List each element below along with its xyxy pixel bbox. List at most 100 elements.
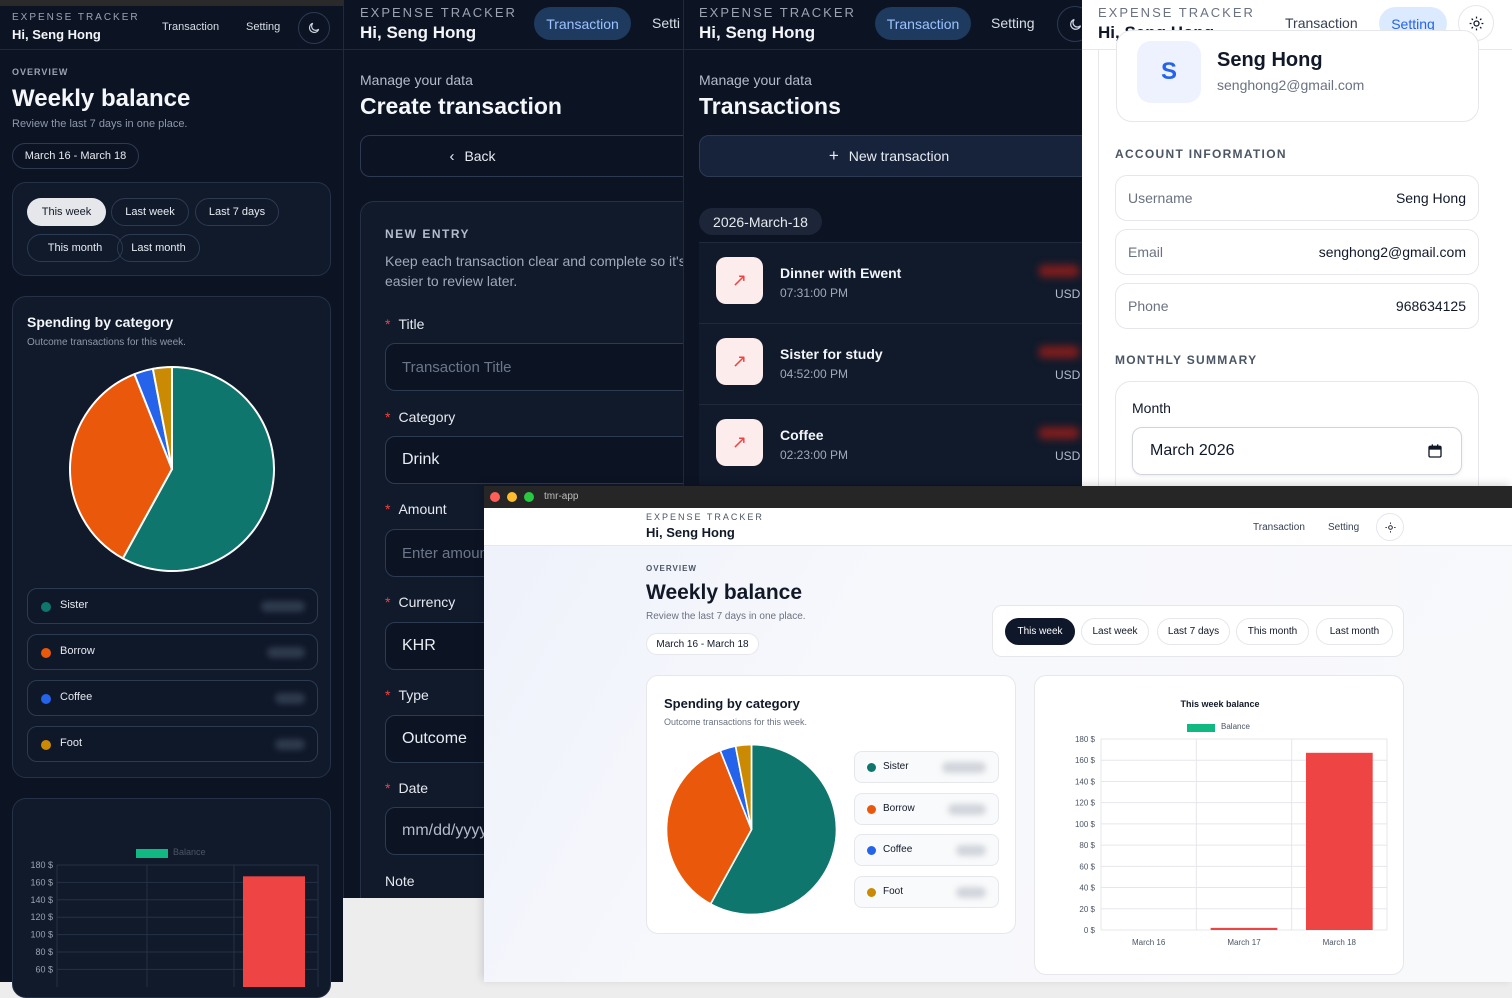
balance-card-dark: Balance 180 $ 160 $ 140 $ 120 $ 100 $ 80 $ 60 …	[12, 798, 331, 998]
outcome-arrow-icon: ↗	[716, 419, 763, 466]
spending-title: Spending by category	[664, 696, 800, 711]
date-range-badge: March 16 - March 18	[646, 633, 759, 655]
transaction-row[interactable]: ↗ Coffee 02:23:00 PM USD	[699, 404, 1082, 485]
nav-transaction[interactable]: Transaction	[162, 21, 220, 33]
theme-toggle[interactable]	[1057, 6, 1082, 42]
note-label: Note	[385, 873, 415, 889]
y-tick-label: 140 $	[1075, 777, 1096, 786]
title-input[interactable]: Transaction Title	[385, 343, 683, 391]
filter-last-7-days[interactable]: Last 7 days	[195, 198, 279, 226]
nav-setting-cut[interactable]: Setti	[652, 15, 681, 31]
balance-card: This week balance Balance 0 $ 20 $ 40 $ 60 …	[1034, 675, 1404, 975]
transaction-time: 07:31:00 PM	[780, 286, 849, 300]
legend-label: Sister	[883, 761, 909, 772]
bar-chart: 0 $ 20 $ 40 $ 60 $ 80 $ 100 $ 120 $ 140 $ 160 $ 1…	[1075, 735, 1388, 947]
nav-transaction-active[interactable]: Transaction	[875, 7, 971, 40]
transaction-row[interactable]: ↗ Dinner with Ewent 07:31:00 PM USD	[699, 242, 1082, 323]
bar-march-17	[1210, 927, 1278, 930]
pie-chart-light	[665, 743, 838, 916]
filter-last-month[interactable]: Last month	[1316, 618, 1393, 645]
amount-label: * Amount	[385, 501, 447, 517]
profile-email: senghong2@gmail.com	[1217, 77, 1365, 93]
y-tick-label: 180 $	[30, 860, 53, 870]
y-tick-label: 180 $	[1075, 735, 1096, 744]
nav-transaction[interactable]: Transaction	[1285, 15, 1358, 31]
filter-this-week[interactable]: This week	[27, 198, 106, 226]
date-range-badge: March 16 - March 18	[12, 143, 139, 169]
filter-card: This week Last week Last 7 days This mon…	[12, 182, 331, 276]
nav-transaction[interactable]: Transaction	[1253, 522, 1305, 533]
y-tick-label: 0 $	[1084, 926, 1096, 935]
y-tick-label: 80 $	[35, 947, 53, 957]
balance-chart-title: This week balance	[1180, 699, 1260, 709]
category-label: * Category	[385, 409, 456, 425]
x-tick-label: March 17	[1227, 938, 1261, 947]
page-subtitle: Review the last 7 days in one place.	[12, 118, 188, 130]
chevron-left-icon: ‹	[449, 147, 455, 165]
y-tick-label: 160 $	[1075, 756, 1096, 765]
y-tick-label: 100 $	[30, 930, 53, 940]
calendar-icon	[1428, 444, 1442, 458]
x-tick-label: March 18	[1323, 938, 1357, 947]
outcome-arrow-icon: ↗	[716, 338, 763, 385]
minimize-window-icon[interactable]	[507, 492, 517, 502]
legend-label: Coffee	[883, 844, 913, 855]
filter-this-week[interactable]: This week	[1005, 618, 1075, 645]
account-field-email: Email senghong2@gmail.com	[1115, 229, 1479, 275]
legend-item-borrow[interactable]: Borrow	[854, 792, 999, 825]
section-description: Keep each transaction clear and complete…	[385, 253, 683, 289]
y-tick-label: 140 $	[30, 895, 53, 905]
overview-eyebrow: OVERVIEW	[646, 564, 697, 573]
legend-amount-hidden	[948, 803, 986, 815]
filter-last-week[interactable]: Last week	[111, 198, 189, 226]
nav-setting[interactable]: Setting	[1328, 522, 1360, 533]
category-select[interactable]: Drink	[385, 436, 683, 484]
y-tick-label: 120 $	[30, 912, 53, 922]
back-button[interactable]: ‹ Back	[360, 135, 683, 177]
new-transaction-button[interactable]: + New transaction	[699, 135, 1082, 177]
transaction-amount-hidden	[1039, 346, 1079, 358]
transaction-row[interactable]: ↗ Sister for study 04:52:00 PM USD	[699, 323, 1082, 404]
title-label: * Title	[385, 316, 425, 332]
legend-label: Coffee	[60, 691, 93, 703]
window-title: tmr-app	[544, 491, 579, 502]
maximize-window-icon[interactable]	[524, 492, 534, 502]
legend-item-sister[interactable]: Sister	[854, 751, 999, 783]
y-tick-label: 120 $	[1075, 799, 1096, 808]
month-picker[interactable]: March 2026	[1132, 427, 1462, 475]
filter-this-month[interactable]: This month	[27, 234, 123, 262]
bar-march-18-dark	[243, 876, 305, 987]
account-field-label: Email	[1128, 244, 1164, 260]
page-eyebrow: Manage your data	[360, 72, 473, 88]
summary-heading: MONTHLY SUMMARY	[1115, 353, 1258, 367]
account-list: Username Seng Hong Email senghong2@gmail.…	[1115, 175, 1479, 337]
legend-amount-hidden	[261, 601, 305, 612]
brand-eyebrow: EXPENSE TRACKER	[12, 12, 140, 23]
moon-icon	[1069, 18, 1081, 30]
legend-item-coffee[interactable]: Coffee	[854, 834, 999, 866]
nav-setting[interactable]: Setting	[991, 15, 1035, 31]
legend-item-foot[interactable]: Foot	[854, 875, 999, 908]
legend-item-borrow[interactable]: Borrow	[27, 634, 318, 670]
theme-toggle[interactable]	[298, 12, 330, 44]
legend-dot	[41, 694, 51, 704]
window-titlebar: tmr-app	[484, 486, 1512, 508]
legend-item-sister[interactable]: Sister	[27, 588, 318, 624]
greeting: Hi, Seng Hong	[646, 525, 735, 540]
filter-last-week[interactable]: Last week	[1081, 618, 1149, 645]
account-field-label: Phone	[1128, 298, 1169, 314]
y-tick-label: 100 $	[1075, 820, 1096, 829]
transaction-title: Dinner with Ewent	[780, 265, 902, 281]
filter-this-month[interactable]: This month	[1236, 618, 1309, 645]
theme-toggle[interactable]	[1376, 513, 1404, 541]
close-window-icon[interactable]	[490, 492, 500, 502]
greeting: Hi, Seng Hong	[360, 23, 477, 42]
transaction-currency: USD	[1055, 449, 1081, 463]
nav-setting[interactable]: Setting	[246, 21, 281, 33]
filter-last-7-days[interactable]: Last 7 days	[1157, 618, 1230, 645]
nav-transaction-active[interactable]: Transaction	[534, 7, 631, 40]
spending-card: Spending by category Outcome transaction…	[646, 675, 1016, 934]
legend-item-foot[interactable]: Foot	[27, 726, 318, 762]
legend-item-coffee[interactable]: Coffee	[27, 680, 318, 716]
filter-last-month[interactable]: Last month	[117, 234, 200, 262]
